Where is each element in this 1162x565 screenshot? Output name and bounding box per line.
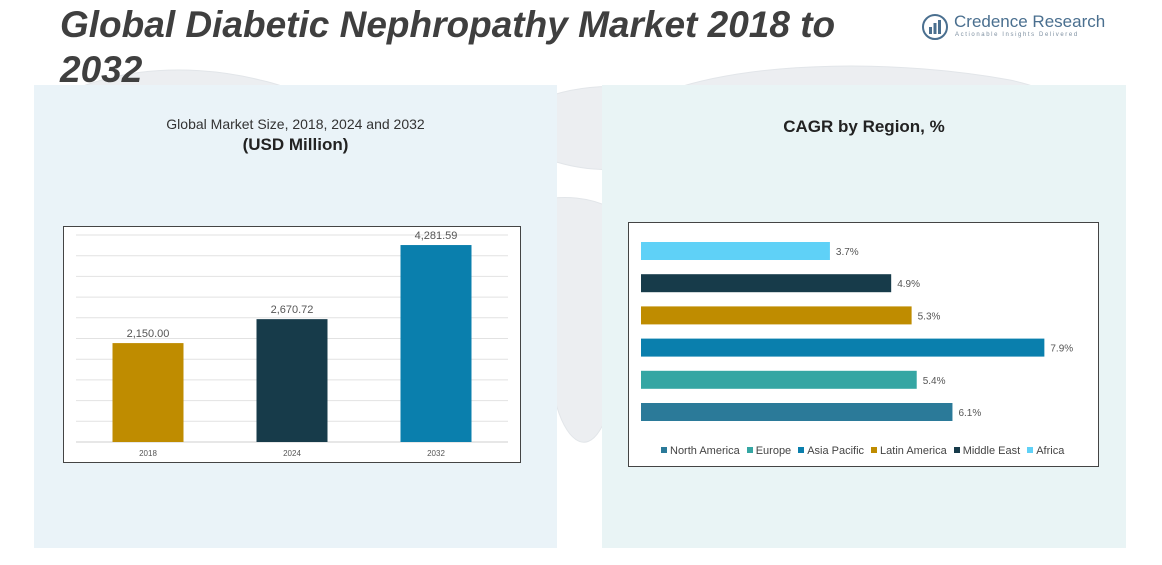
hbar-asia-pacific [641, 338, 1045, 357]
legend-label: Middle East [962, 445, 1021, 457]
legend-label: Latin America [880, 445, 947, 457]
cagr-legend: North America Europe Asia Pacific Latin Ame… [661, 445, 1071, 457]
legend-item: Asia Pacific [798, 445, 864, 457]
legend-item: North America [661, 445, 740, 457]
page-title: Global Diabetic Nephropathy Market 2018 … [60, 4, 836, 90]
legend-swatch [661, 447, 667, 453]
legend-label: Africa [1036, 445, 1065, 457]
brand-name: Credence Research [954, 12, 1106, 31]
market-size-panel: Global Market Size, 2018, 2024 and 2032 … [34, 85, 557, 548]
x-tick-label: 2032 [427, 449, 445, 458]
legend-swatch [953, 447, 960, 453]
market-size-subtitle: Global Market Size, 2018, 2024 and 2032 [166, 116, 425, 132]
legend-swatch [746, 447, 753, 453]
legend-label: North America [670, 445, 740, 457]
cagr-panel: CAGR by Region, % 6.1% 5.4% 7.9% 5.3% 4.9% 3.… [602, 85, 1126, 548]
cagr-chart: 6.1% 5.4% 7.9% 5.3% 4.9% 3.7% [641, 242, 1073, 421]
market-size-unit: (USD Million) [242, 135, 349, 154]
hbar-value-label: 5.3% [918, 311, 941, 322]
hbar-value-label: 6.1% [958, 408, 981, 419]
hbar-africa [641, 242, 830, 260]
legend-swatch [798, 447, 805, 453]
hbar-value-label: 7.9% [1050, 344, 1073, 355]
legend-item: Europe [746, 445, 792, 457]
brand-tagline: Actionable Insights Delivered [955, 32, 1079, 38]
hbar-latin-america [641, 306, 912, 325]
bar-2018 [112, 343, 184, 442]
legend-label: Europe [755, 445, 792, 457]
cagr-chart-frame: 6.1% 5.4% 7.9% 5.3% 4.9% 3.7% North America Eu… [628, 222, 1099, 467]
hbar-value-label: 4.9% [897, 279, 920, 290]
legend-swatch [871, 447, 878, 453]
brand-logo: Credence Research Actionable Insights De… [922, 12, 1122, 46]
legend-item: Latin America [871, 445, 947, 457]
market-size-chart: 2,150.00 2018 2,670.72 2024 4,281.59 2032 [76, 230, 508, 458]
legend-item: Africa [1027, 445, 1064, 457]
x-tick-label: 2024 [283, 449, 301, 458]
hbar-value-label: 3.7% [836, 247, 859, 258]
market-size-chart-frame: 2,150.00 2018 2,670.72 2024 4,281.59 2032 [63, 226, 521, 463]
bar-value-label: 2,150.00 [127, 328, 170, 340]
legend-label: Asia Pacific [807, 445, 865, 457]
bar-2032 [400, 245, 472, 442]
credence-logo-icon [922, 14, 948, 40]
cagr-title: CAGR by Region, % [783, 117, 945, 136]
hbar-value-label: 5.4% [923, 376, 946, 387]
x-tick-label: 2018 [139, 449, 157, 458]
bar-value-label: 4,281.59 [415, 230, 458, 242]
bar-value-label: 2,670.72 [271, 304, 314, 316]
legend-item: Middle East [953, 445, 1021, 457]
hbar-middle-east [641, 274, 892, 293]
hbar-europe [641, 370, 917, 389]
legend-swatch [1027, 447, 1034, 453]
hbar-north-america [641, 403, 953, 421]
bar-2024 [256, 319, 328, 442]
